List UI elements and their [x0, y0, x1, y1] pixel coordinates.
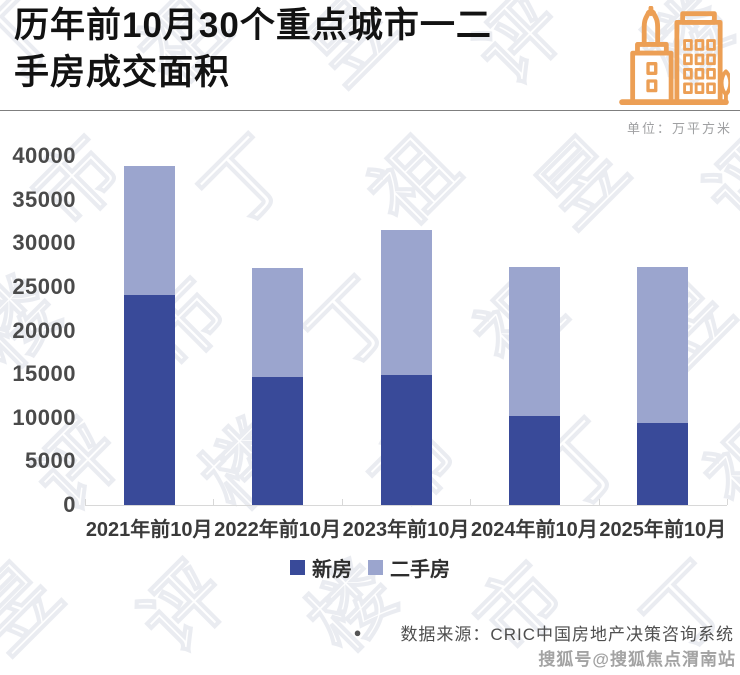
legend-item-二手房: 二手房 [368, 553, 450, 582]
x-axis-tick [598, 499, 600, 505]
x-axis-line [85, 505, 727, 506]
bar-segment-二手房 [380, 230, 432, 375]
legend-label: 二手房 [390, 559, 450, 581]
x-axis-label: 2021年前10月 [85, 519, 213, 541]
legend-item-新房: 新房 [290, 553, 352, 582]
y-axis-label: 35000 [12, 186, 76, 212]
bar-segment-二手房 [123, 165, 175, 295]
x-axis-label: 2025年前10月 [599, 519, 727, 541]
x-axis-tick [213, 499, 215, 505]
page-title-line1: 历年前10月30个重点城市一二 [14, 6, 492, 45]
chart-legend: 新房 二手房 [0, 553, 740, 582]
y-axis-label: 20000 [12, 317, 76, 343]
page-title-line2: 手房成交面积 [14, 53, 231, 92]
city-buildings-icon [619, 6, 730, 106]
legend-swatch [368, 560, 383, 575]
y-axis-label: 5000 [25, 448, 76, 474]
bar-segment-二手房 [252, 267, 304, 377]
bar-segment-新房 [637, 422, 689, 505]
bar-segment-二手房 [637, 266, 689, 423]
bar-segment-二手房 [508, 266, 560, 416]
y-axis-label: 25000 [12, 273, 76, 299]
unit-label: 单位：万平方米 [626, 121, 732, 136]
x-axis-tick [727, 499, 728, 505]
page-title: 历年前10月30个重点城市一二 手房成交面积 [14, 2, 492, 96]
data-source-row: ● 数据来源：CRIC中国房地产决策咨询系统 [354, 620, 734, 645]
bar-segment-新房 [508, 416, 560, 505]
bar-segment-新房 [252, 376, 304, 505]
stacked-bar-chart: 0 5000 10000 15000 20000 25000 30000 35000 40000… [0, 140, 740, 552]
x-axis-label: 2022年前10月 [214, 519, 341, 541]
x-axis-tick [470, 499, 472, 505]
bar-segment-新房 [380, 374, 432, 505]
sohu-account-watermark: 搜狐号@搜狐焦点渭南站 [538, 650, 736, 669]
bullet-icon: ● [353, 625, 363, 640]
legend-swatch [290, 560, 305, 575]
x-axis-tick [341, 499, 343, 505]
y-axis-label: 30000 [12, 230, 76, 256]
bar-segment-新房 [123, 294, 175, 505]
y-axis-label: 0 [63, 492, 76, 517]
header-divider [0, 110, 740, 111]
y-axis-label: 15000 [12, 361, 76, 387]
x-axis-label: 2023年前10月 [342, 519, 470, 541]
data-source-text: 数据来源：CRIC中国房地产决策咨询系统 [400, 625, 734, 644]
x-axis-tick [85, 499, 86, 505]
x-axis-label: 2024年前10月 [471, 519, 598, 541]
y-axis-label: 40000 [12, 143, 76, 168]
y-axis-label: 10000 [12, 404, 76, 430]
legend-label: 新房 [312, 559, 352, 581]
